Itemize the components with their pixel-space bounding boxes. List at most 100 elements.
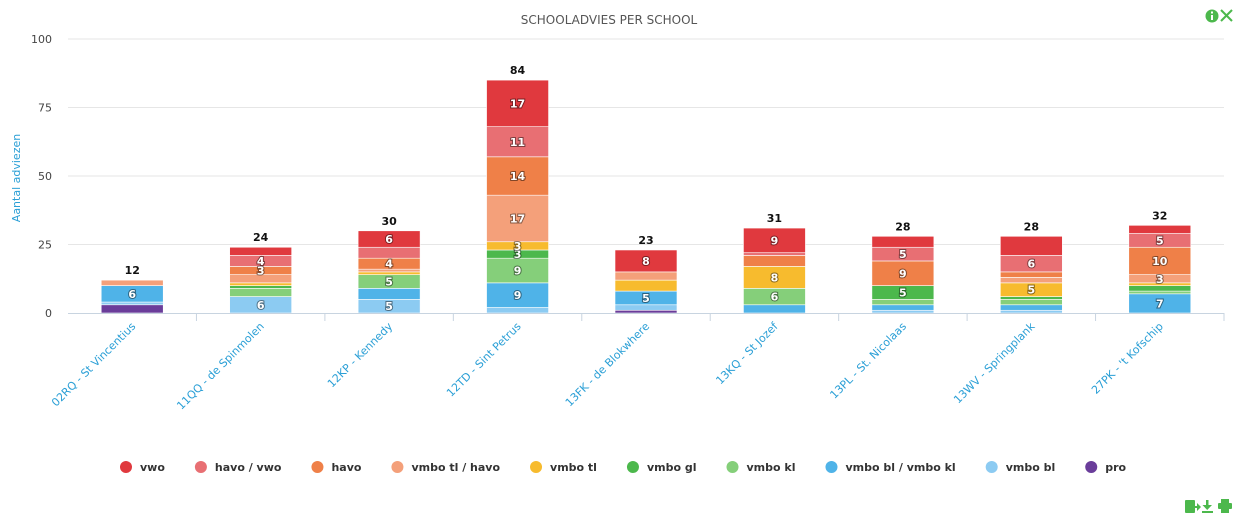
bar-segment-label: 6: [257, 299, 265, 312]
bar-segment-label: 10: [1152, 255, 1168, 268]
bar-segment-vmbo-tl-havo[interactable]: [486, 194, 549, 243]
bar-segment-pro[interactable]: [614, 309, 678, 314]
bar-segment-label: 5: [899, 286, 907, 299]
bar-segment-vmbo-kl[interactable]: [229, 288, 292, 297]
bar-segment-vmbo-tl[interactable]: [357, 271, 421, 275]
bar-segment-vmbo-kl[interactable]: [1000, 298, 1063, 306]
bar-segment-vmbo-bl[interactable]: [614, 304, 678, 311]
bar-segment-havo[interactable]: [486, 156, 549, 196]
bar-segment-label: 14: [510, 170, 526, 183]
bar-segment-vmbo-bl-vmbo-kl[interactable]: [743, 304, 806, 314]
bar-total-label: 28: [895, 220, 910, 233]
bar-segment-vmbo-gl[interactable]: [1128, 285, 1192, 292]
legend-label: vmbo gl: [647, 461, 697, 474]
legend-item-vmbo-tl[interactable]: vmbo tl: [530, 461, 597, 474]
bar-segment-vmbo-kl[interactable]: [871, 298, 935, 306]
bar-segment-label: 5: [1028, 284, 1036, 297]
bar-segment-label: 3: [514, 248, 522, 261]
print-icon[interactable]: [1218, 499, 1232, 513]
bar-segment-label: 3: [514, 240, 522, 253]
x-tick-label: 12TD - Sint Petrus: [444, 320, 524, 400]
y-tick-label: 25: [38, 239, 52, 252]
legend-item-vmbo-gl[interactable]: vmbo gl: [626, 461, 697, 474]
info-icon[interactable]: [1205, 9, 1219, 23]
x-tick-label: 13WV - Springplank: [951, 319, 1038, 406]
y-tick-label: 50: [38, 170, 52, 183]
bar-total-label: 84: [510, 64, 526, 77]
legend-item-pro[interactable]: pro: [1085, 461, 1127, 474]
close-icon[interactable]: [1220, 9, 1233, 22]
bar-segment-vmbo-tl[interactable]: [614, 279, 678, 292]
legend-item-vmbo-kl[interactable]: vmbo kl: [726, 461, 796, 474]
export-toolbar: [1185, 499, 1232, 513]
x-tick-label: 02RQ - St Vincentius: [49, 320, 138, 409]
y-tick-label: 100: [31, 33, 52, 46]
bar-segment-vwo[interactable]: [357, 230, 421, 248]
bar-segment-havo-vwo[interactable]: [357, 246, 421, 259]
download-icon[interactable]: [1202, 500, 1213, 513]
legend-item-vmbo-tl-havo[interactable]: vmbo tl / havo: [391, 461, 500, 474]
legend-label: vwo: [140, 461, 165, 474]
bar-segment-vwo[interactable]: [614, 249, 678, 273]
bar-segment-label: 3: [257, 265, 265, 278]
bar-segment-vmbo-gl[interactable]: [1000, 296, 1063, 300]
bar-segment-vmbo-bl-vmbo-kl[interactable]: [357, 288, 421, 300]
bar-segment-vwo[interactable]: [743, 227, 806, 254]
legend-label: havo / vwo: [215, 461, 282, 474]
bar-segment-vwo[interactable]: [486, 79, 549, 127]
legend-marker: [825, 461, 838, 473]
bar-segment-havo[interactable]: [743, 255, 806, 267]
legend-item-vwo[interactable]: vwo: [120, 461, 165, 474]
bar-segment-vmbo-bl[interactable]: [486, 307, 549, 314]
bar-segment-vwo[interactable]: [1128, 225, 1192, 234]
bar-segment-label: 11: [510, 136, 525, 149]
bar-segment-havo-vwo[interactable]: [743, 252, 806, 256]
bar-segment-vmbo-bl-vmbo-kl[interactable]: [871, 304, 935, 311]
bar-segment-havo[interactable]: [1128, 246, 1192, 275]
bar-segment-pro[interactable]: [100, 304, 164, 314]
x-tick-label: 13KQ - St Jozef: [713, 319, 781, 387]
bar-segment-vmbo-tl-havo[interactable]: [1000, 277, 1063, 284]
legend-marker: [985, 461, 998, 473]
legend-marker: [1085, 461, 1098, 473]
bar-segment-vmbo-tl[interactable]: [229, 282, 292, 286]
bar-segment-vwo[interactable]: [1000, 235, 1063, 256]
legend-marker: [530, 461, 543, 473]
x-tick-label: 11QQ - de Spinmolen: [174, 320, 266, 412]
legend-item-vmbo-bl[interactable]: vmbo bl: [985, 461, 1056, 474]
legend-item-vmbo-bl-vmbo-kl[interactable]: vmbo bl / vmbo kl: [825, 461, 956, 474]
bar-segment-vmbo-bl[interactable]: [871, 309, 935, 314]
bar-segment-vwo[interactable]: [871, 235, 935, 248]
bar-segment-label: 17: [510, 212, 525, 225]
bar-segment-vmbo-gl[interactable]: [229, 285, 292, 289]
legend-item-havo-vwo[interactable]: havo / vwo: [194, 461, 282, 474]
bar-segment-vwo[interactable]: [229, 246, 292, 256]
legend-item-havo[interactable]: havo: [311, 461, 362, 474]
bar-segment-label: 4: [257, 255, 265, 268]
legend-marker: [726, 461, 739, 473]
chart-toolbar: [1205, 9, 1233, 23]
bar-segment-label: 7: [1156, 297, 1164, 310]
y-axis: 0 25 50 75 100: [31, 33, 52, 320]
x-tick-label: 13FK - de Blokwhere: [563, 320, 652, 409]
bar-segment-vmbo-bl-vmbo-kl[interactable]: [1000, 304, 1063, 311]
bar-segment-label: 8: [642, 255, 650, 268]
bar-segment-vmbo-bl[interactable]: [1000, 309, 1063, 314]
bar-segment-havo[interactable]: [1000, 271, 1063, 278]
y-tick-label: 75: [38, 102, 52, 115]
bar-segment-havo[interactable]: [871, 260, 935, 286]
bar-segment-label: 17: [510, 97, 525, 110]
bar-segment-label: 6: [385, 233, 393, 246]
bar-segment-havo-vwo[interactable]: [486, 126, 549, 158]
grid-lines: [68, 38, 1224, 245]
legend: vwo havo / vwo havo vmbo tl / havo vmbo tl vm…: [120, 461, 1127, 474]
export-icon[interactable]: [1185, 500, 1201, 513]
bar-segment-vmbo-tl-havo[interactable]: [100, 279, 164, 286]
y-tick-label: 0: [45, 307, 52, 320]
bar-segment-vmbo-tl-havo[interactable]: [614, 271, 678, 281]
bar-segment-vmbo-bl[interactable]: [100, 301, 164, 306]
bar-segment-vmbo-kl[interactable]: [1128, 290, 1192, 295]
bar-total-label: 30: [381, 215, 397, 228]
bar-segment-label: 3: [1156, 273, 1164, 286]
